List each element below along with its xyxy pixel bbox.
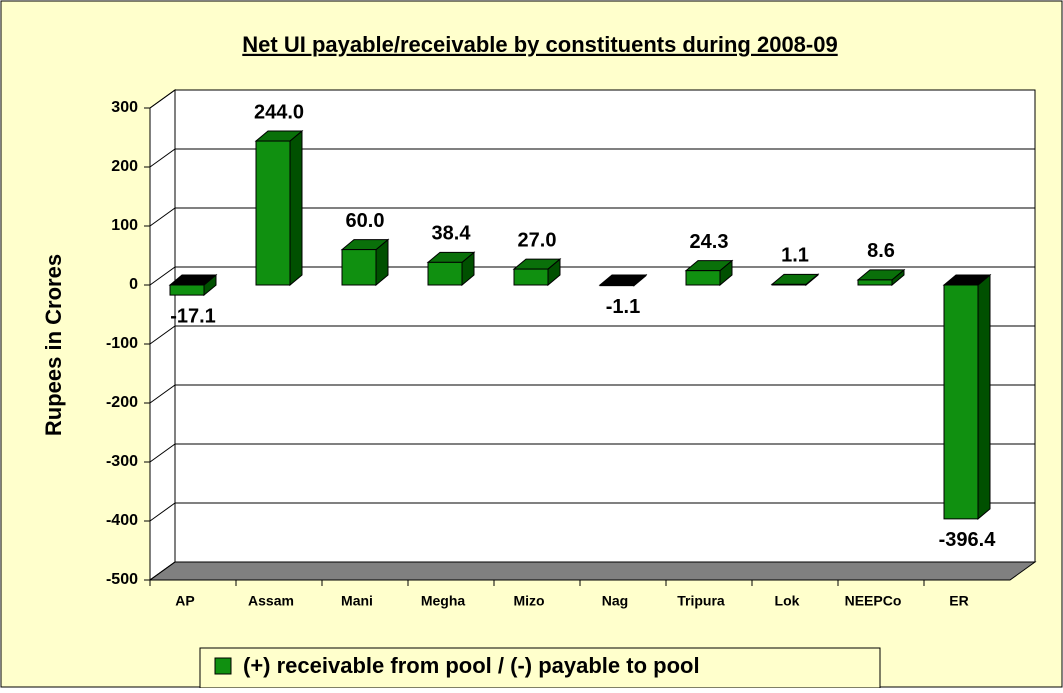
grid-line: [149, 325, 1035, 345]
data-label: 244.0: [254, 101, 304, 123]
bar: [341, 249, 377, 286]
bar: [427, 261, 463, 286]
grid-line: [149, 89, 1035, 109]
y-tick-label: 200: [111, 158, 138, 175]
x-tick-label: Megha: [421, 593, 466, 609]
y-axis-label: Rupees in Crores: [41, 254, 66, 436]
grid-line: [149, 266, 1035, 286]
data-label: 8.6: [867, 240, 895, 262]
grid-line: [149, 561, 1035, 581]
bar-side: [977, 273, 991, 520]
bar: [513, 268, 549, 286]
x-tick-label: Mani: [341, 593, 373, 609]
x-tick-label: AP: [175, 593, 194, 609]
y-tick-label: 0: [129, 276, 138, 293]
legend-label: (+) receivable from pool / (-) payable t…: [243, 653, 700, 678]
x-tick-label: Tripura: [677, 593, 725, 609]
y-tick-label: -200: [106, 394, 138, 411]
y-tick-label: -400: [106, 512, 138, 529]
x-tick-label: Mizo: [513, 593, 544, 609]
bar: [255, 140, 291, 286]
data-label: 24.3: [690, 231, 729, 253]
x-tick-label: Assam: [248, 593, 294, 609]
legend-swatch: [214, 657, 232, 675]
chart-title: Net UI payable/receivable by constituent…: [242, 32, 837, 57]
grid-line: [149, 148, 1035, 168]
grid-line: [149, 384, 1035, 404]
x-tick-label: Nag: [602, 593, 628, 609]
data-label: 38.4: [432, 223, 472, 245]
x-tick-label: ER: [949, 593, 968, 609]
bar: [943, 284, 979, 520]
grid-line: [149, 443, 1035, 463]
legend-box: [199, 647, 881, 689]
y-tick-label: -300: [106, 453, 138, 470]
data-label: -1.1: [606, 296, 640, 318]
data-label: -17.1: [170, 305, 216, 327]
y-tick-label: 300: [111, 99, 138, 116]
floor: [148, 561, 1037, 581]
data-label: 60.0: [346, 210, 385, 232]
data-label: 1.1: [781, 245, 809, 267]
bar-side: [289, 129, 303, 287]
bar: [857, 279, 893, 286]
x-tick-label: NEEPCo: [845, 593, 902, 609]
grid-line: [149, 207, 1035, 227]
bar: [599, 284, 635, 287]
bar: [771, 283, 807, 286]
x-tick-label: Lok: [775, 593, 800, 609]
y-tick-label: -100: [106, 335, 138, 352]
bar: [169, 284, 205, 296]
grid-line: [149, 502, 1035, 522]
bar: [685, 270, 721, 286]
y-tick-label: -500: [106, 571, 138, 588]
y-tick-label: 100: [111, 217, 138, 234]
data-label: -396.4: [939, 529, 997, 551]
data-label: 27.0: [518, 229, 557, 251]
